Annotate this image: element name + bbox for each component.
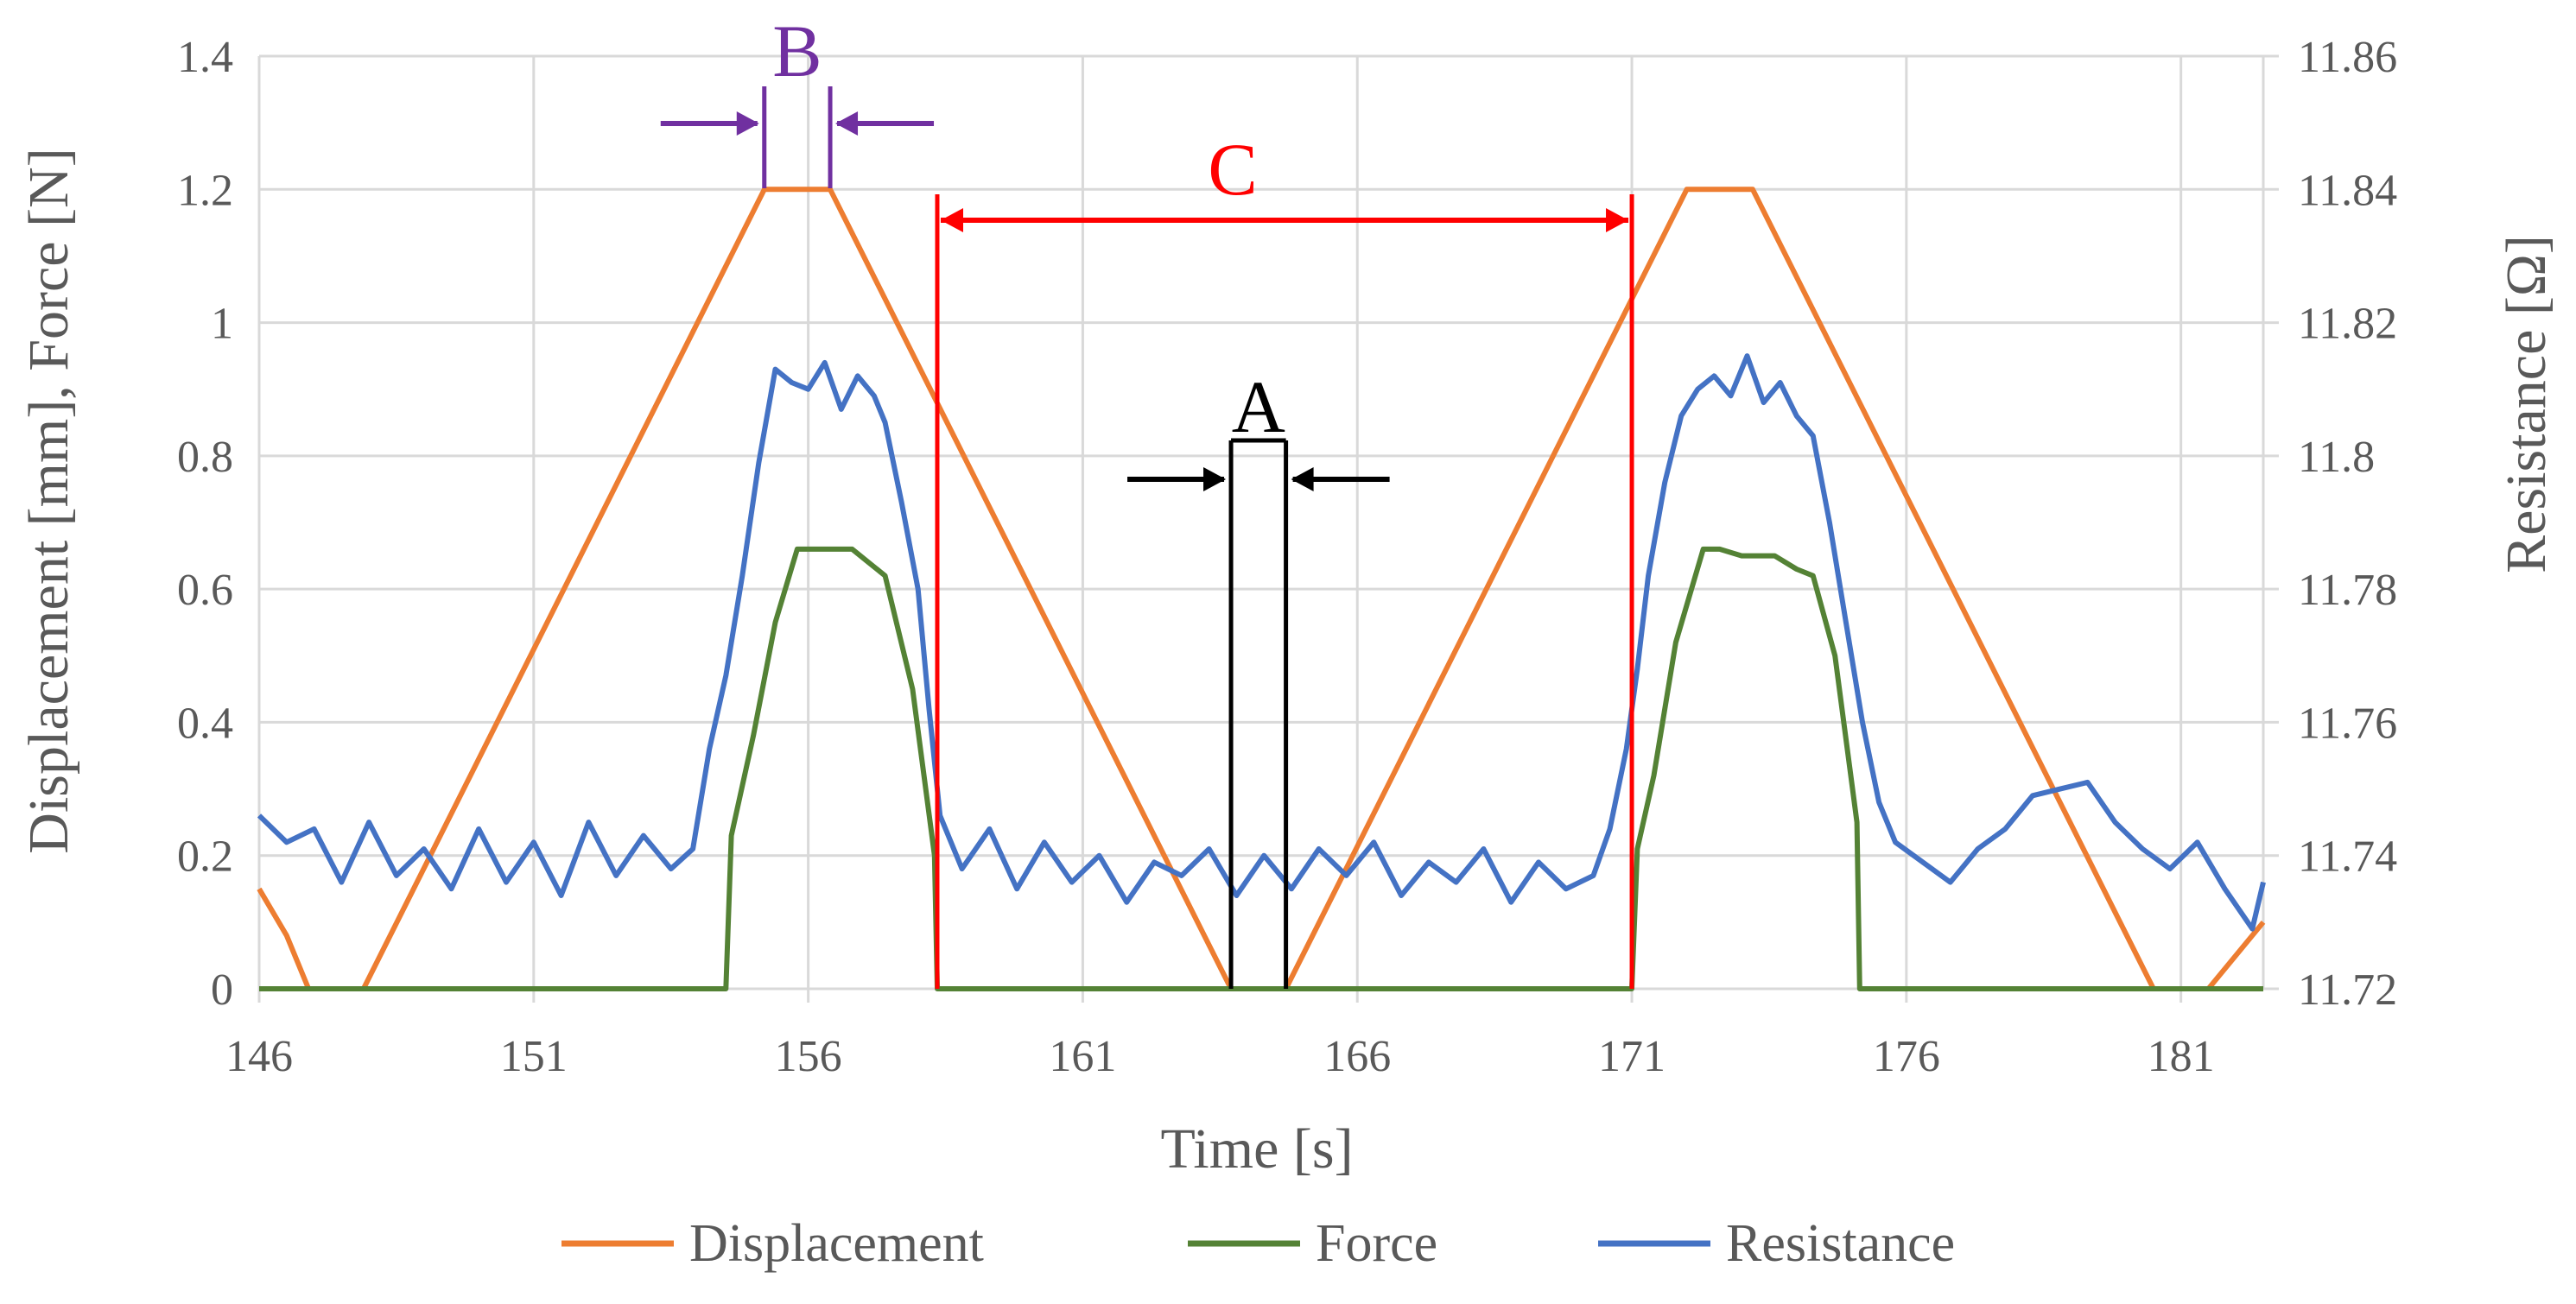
annotation-a-arrow-left: [1203, 467, 1227, 491]
y-right-tick-label: 11.8: [2298, 433, 2375, 482]
y-left-tick-label: 1: [211, 300, 233, 349]
x-tick-label: 176: [1873, 1032, 1940, 1081]
series-line-force: [259, 546, 2263, 991]
y-left-tick-label: 0.8: [177, 433, 233, 482]
y-right-tick-label: 11.82: [2298, 300, 2397, 349]
x-tick-label: 156: [775, 1032, 842, 1081]
x-tick-label: 151: [500, 1032, 568, 1081]
annotation-c-arrow-right: [1606, 208, 1629, 232]
legend-item-force: Force: [1188, 1214, 1437, 1273]
legend-item-displacement: Displacement: [562, 1214, 984, 1273]
y-right-tick-label: 11.86: [2298, 33, 2397, 82]
annotation-b: B: [660, 9, 935, 188]
annotation-b-arrow-left: [736, 111, 759, 136]
y-right-tick-label: 11.72: [2298, 965, 2397, 1015]
x-axis-title: Time [s]: [1160, 1117, 1353, 1181]
legend: Displacement Force Resistance: [562, 1214, 1955, 1273]
annotation-a-arrow-right: [1291, 467, 1314, 491]
legend-item-resistance: Resistance: [1598, 1214, 1955, 1273]
y-left-tick-label: 0.2: [177, 832, 233, 882]
y-right-tick-label: 11.76: [2298, 699, 2397, 748]
x-tick-label: 171: [1598, 1032, 1666, 1081]
y-left-tick-label: 1.2: [177, 166, 233, 215]
legend-label-displacement: Displacement: [689, 1214, 984, 1273]
annotation-c-arrow-left: [940, 208, 963, 232]
y-axis-right-title: Resistance [Ω]: [2495, 235, 2558, 573]
y-left-tick-label: 1.4: [177, 33, 233, 82]
x-tick-label: 161: [1049, 1032, 1116, 1081]
annotation-c: C: [935, 128, 1634, 989]
annotation-a: A: [1127, 365, 1390, 989]
x-tick-label: 166: [1323, 1032, 1391, 1081]
annotation-b-arrow-right: [835, 111, 859, 136]
y-left-tick-label: 0.4: [177, 699, 233, 748]
series-line-resistance: [257, 353, 2266, 932]
tick-labels: 0 0.2 0.4 0.6 0.8 1 1.2 1.4 11.72 11.74 11.76 11.78…: [177, 33, 2397, 1081]
x-tick-label: 146: [225, 1032, 293, 1081]
annotation-b-label: B: [772, 9, 822, 92]
y-left-tick-label: 0: [211, 965, 233, 1015]
legend-label-resistance: Resistance: [1726, 1214, 1955, 1273]
annotation-c-label: C: [1208, 128, 1257, 211]
annotation-a-label: A: [1232, 365, 1285, 448]
y-right-tick-label: 11.78: [2298, 566, 2397, 615]
y-right-tick-label: 11.74: [2298, 832, 2397, 882]
legend-label-force: Force: [1316, 1214, 1437, 1273]
annotations: A B C: [660, 9, 1634, 989]
y-right-tick-label: 11.84: [2298, 166, 2397, 215]
x-tick-label: 181: [2148, 1032, 2215, 1081]
y-left-tick-label: 0.6: [177, 566, 233, 615]
y-axis-left-title: Displacement [mm], Force [N]: [17, 148, 80, 853]
